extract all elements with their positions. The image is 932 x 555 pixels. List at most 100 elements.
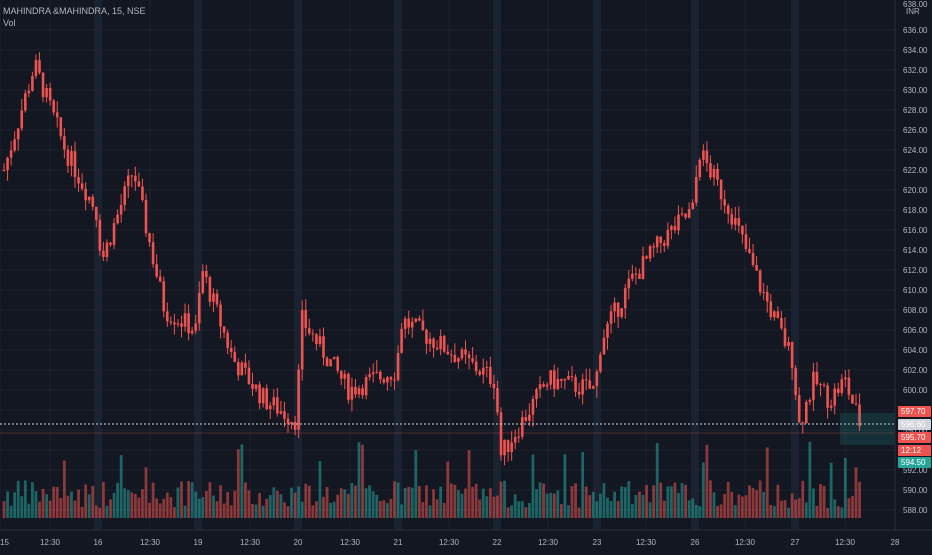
volume-bar (780, 500, 783, 518)
volume-bar (531, 454, 535, 518)
volume-bar (109, 499, 112, 518)
price-tick-label: 608.00 (903, 306, 928, 315)
candle-body (66, 149, 70, 166)
candle-body (251, 384, 254, 389)
volume-indicator-label[interactable]: Vol (3, 18, 16, 28)
candle-body (418, 318, 421, 321)
volume-bar (311, 505, 315, 518)
volume-bar (648, 502, 652, 518)
candle-body (545, 384, 549, 387)
volume-bar (2, 501, 6, 518)
candle-body (279, 411, 283, 414)
candle-body (27, 90, 31, 94)
volume-bar (460, 493, 464, 518)
candle-body (48, 88, 52, 101)
price-tag-bg (898, 419, 931, 430)
candle-body (229, 347, 233, 352)
volume-bar (343, 489, 347, 518)
volume-bar (208, 482, 212, 518)
candle-body (755, 264, 758, 271)
volume-bar (155, 498, 159, 518)
volume-bar (190, 482, 194, 518)
symbol-title[interactable]: MAHINDRA &MAHINDRA, 15, NSE (3, 6, 146, 16)
price-tag-label: 597.70 (901, 407, 926, 416)
candle-body (432, 338, 435, 348)
volume-bar (382, 500, 386, 518)
candle-body (158, 276, 162, 282)
candle-body (80, 183, 84, 189)
volume-bar (819, 484, 822, 518)
volume-bar (251, 503, 254, 518)
volume-bar (91, 485, 95, 518)
candle-body (173, 322, 176, 325)
candle-body (570, 376, 574, 378)
volume-bar (386, 503, 389, 518)
volume-bar (712, 492, 716, 518)
price-tag-bg (898, 445, 931, 456)
candle-body (638, 273, 641, 279)
price-tick-label: 592.00 (903, 466, 928, 475)
volume-bar (496, 495, 499, 518)
volume-bar (23, 480, 27, 518)
time-axis-bg (0, 530, 932, 550)
volume-bar (222, 503, 226, 518)
candle-body (506, 439, 510, 452)
candle-body (762, 291, 765, 293)
volume-bar (329, 502, 332, 518)
volume-bar (247, 490, 251, 518)
candle-body (311, 333, 315, 335)
volume-bar (336, 494, 340, 518)
candle-body (513, 436, 517, 443)
volume-bar (574, 483, 577, 518)
candle-body (538, 384, 542, 390)
candle-body (219, 304, 222, 327)
volume-bar (233, 490, 237, 518)
volume-bar (595, 501, 599, 518)
volume-bar (602, 483, 606, 518)
candle-body (226, 332, 229, 348)
volume-bar (48, 500, 52, 518)
volume-bar (730, 491, 734, 518)
volume-bar (13, 492, 17, 518)
volume-bar (244, 482, 247, 518)
candle-body (322, 336, 325, 358)
candle-body (130, 175, 134, 177)
volume-bar (300, 501, 304, 518)
price-tick-label: 610.00 (903, 286, 928, 295)
volume-bar (804, 502, 808, 518)
volume-bar (187, 480, 190, 518)
candle-body (45, 88, 48, 98)
volume-bar (726, 481, 730, 518)
volume-bar (517, 501, 521, 518)
volume-bar (762, 491, 766, 518)
candle-body (197, 292, 201, 324)
candle-body (606, 323, 609, 338)
volume-bar (6, 491, 9, 518)
time-axis[interactable]: 15 12:30 16 12:30 19 12:30 20 12:30 21 12:30 22 12:… (0, 529, 932, 550)
candle-body (265, 388, 268, 410)
volume-bar (261, 505, 265, 518)
candle-body (631, 273, 634, 279)
volume-bar (545, 493, 549, 518)
volume-bar (567, 505, 570, 518)
candle-body (758, 270, 762, 293)
volume-bar (641, 494, 645, 518)
volume-bar (20, 496, 24, 518)
candle-body (400, 328, 403, 353)
time-tick-label: 27 (791, 538, 800, 547)
volume-bar (528, 503, 531, 518)
volume-bar (709, 480, 712, 518)
volume-bar (599, 493, 602, 518)
volume-bars (2, 441, 861, 518)
volume-bar (606, 497, 609, 518)
volume-bar (758, 480, 762, 518)
candle-body (542, 384, 545, 387)
candle-body (599, 354, 602, 372)
candle-body (52, 100, 55, 113)
volume-bar (694, 504, 698, 518)
candle-body (286, 418, 290, 424)
candle-body (240, 362, 244, 376)
volume-bar (27, 503, 31, 518)
